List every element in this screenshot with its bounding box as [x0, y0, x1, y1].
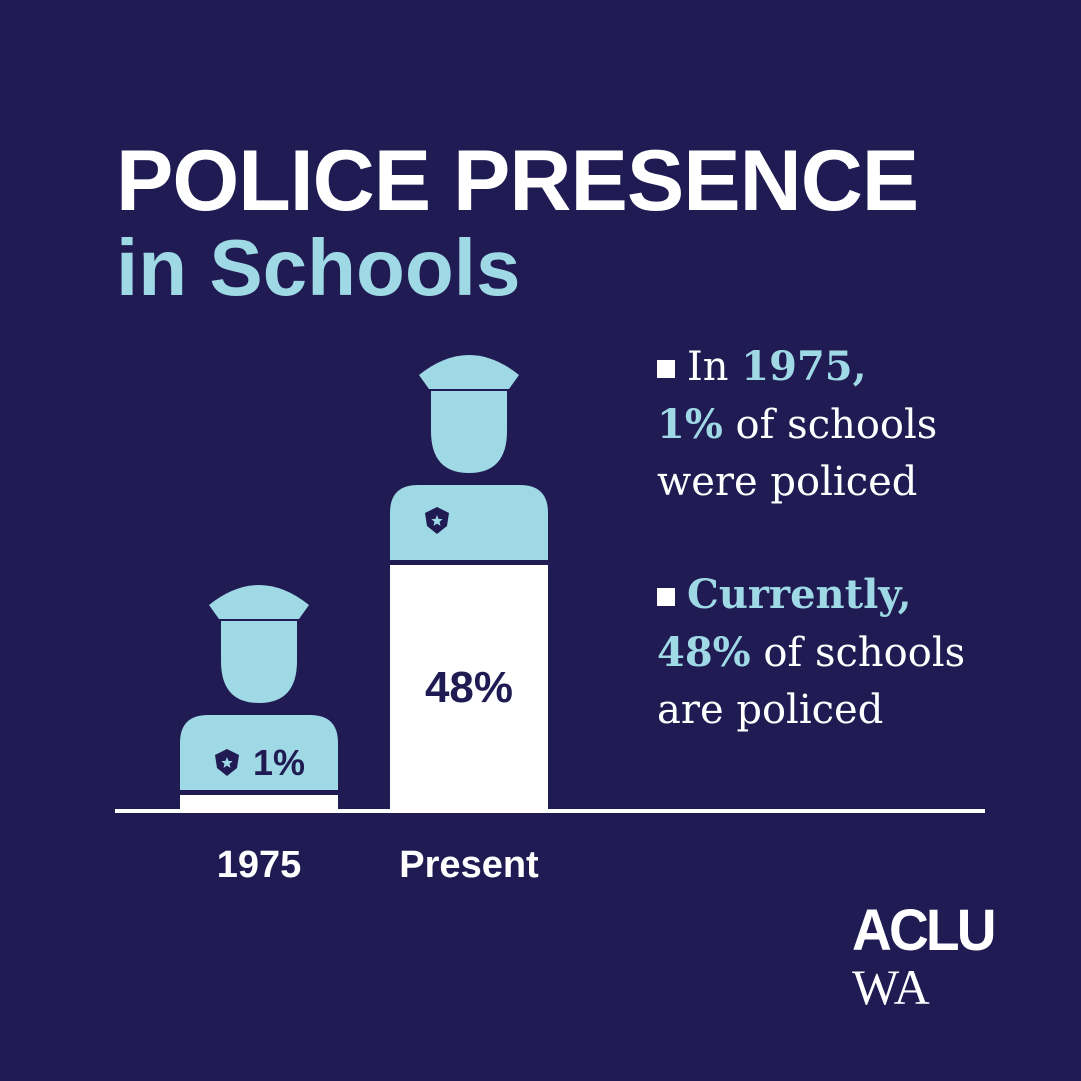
officer-cap — [209, 585, 309, 619]
bullet-square-icon — [657, 360, 675, 378]
officer-head — [221, 623, 297, 703]
bar-value-label: 1% — [253, 742, 305, 783]
note-1975: In 1975, 1% of schools were policed — [657, 338, 937, 511]
bar-group: 48% — [390, 355, 548, 809]
note-text: In — [687, 344, 742, 390]
police-badge-icon — [215, 749, 239, 776]
aclu-wa-logo: ACLU WA — [852, 898, 1002, 1015]
logo-wa-text: WA — [852, 959, 930, 1015]
note-highlight: 1975, — [741, 343, 867, 390]
bar — [390, 565, 548, 809]
bar-value-label: 48% — [425, 663, 513, 712]
police-badge-icon — [425, 507, 449, 534]
note-line: were policed — [657, 459, 918, 505]
note-highlight: Currently, — [687, 571, 912, 618]
officer-torso — [180, 715, 338, 790]
note-line: 48% of schools — [657, 624, 965, 682]
subtitle: in Schools — [116, 223, 521, 312]
bar-group: 1% — [180, 585, 338, 809]
note-present: Currently, 48% of schools are policed — [657, 566, 965, 739]
note-text: of schools — [722, 402, 938, 448]
police-officer-icon — [180, 585, 338, 790]
officer-cap — [419, 355, 519, 389]
logo-aclu-text: ACLU — [852, 898, 996, 963]
bullet-square-icon — [657, 588, 675, 606]
officer-torso — [390, 485, 548, 560]
note-highlight: 1% — [657, 401, 723, 448]
officer-head — [431, 393, 507, 473]
bar — [180, 795, 338, 809]
title: POLICE PRESENCE — [116, 133, 919, 229]
x-tick-label: 1975 — [216, 844, 302, 886]
note-highlight: 48% — [657, 629, 751, 676]
note-line: are policed — [657, 687, 884, 733]
note-line: Currently, — [657, 566, 965, 624]
x-tick-label: Present — [399, 844, 539, 886]
note-line: In 1975, — [657, 338, 937, 396]
note-line: 1% of schools — [657, 396, 937, 454]
police-officer-icon — [390, 355, 548, 560]
officer-cap-band — [431, 391, 507, 397]
note-text: of schools — [750, 630, 966, 676]
officer-cap-band — [221, 621, 297, 627]
